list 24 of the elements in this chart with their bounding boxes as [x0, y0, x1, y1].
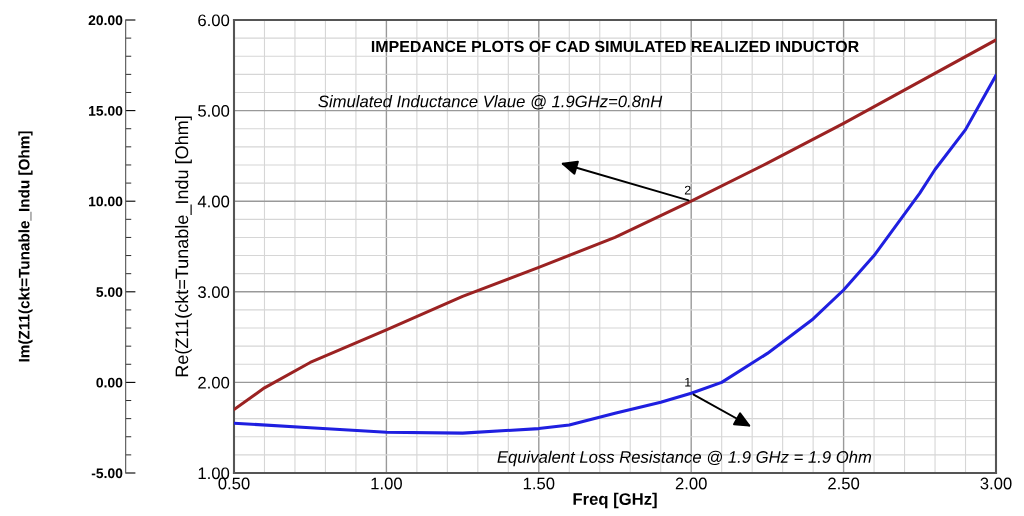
y2-tick-label: 5.00 [96, 287, 123, 297]
y2-tick-label: 20.00 [88, 15, 123, 26]
x-tick-label: 1.50 [523, 477, 555, 490]
y-tick-label: 3.00 [198, 286, 230, 298]
text: IMPEDANCE PLOTS OF CAD SIMULATED REALIZED INDUCTOR [371, 40, 859, 53]
x-tick-label: 2.00 [675, 477, 707, 490]
annotation: Simulated Inductance Vlaue @ 1.9GHz=0.8nH [318, 95, 663, 110]
annotation: 1 [685, 377, 691, 387]
x-tick-label: 3.00 [980, 477, 1012, 490]
x-tick-label: 1.00 [371, 477, 402, 490]
y2-tick-label: 0.00 [96, 377, 123, 388]
y-tick-label: 5.00 [198, 105, 230, 117]
y2-tick-label: 10.00 [89, 196, 123, 207]
y2-axis-title: Im(Z11(ckt=Tunable_Indu [Ohm] [18, 131, 33, 362]
y-tick-label: 4.00 [197, 195, 230, 208]
y2-tick-label: -5.00 [91, 468, 123, 479]
annotation: Equivalent Loss Resistance @ 1.9 GHz = 1.9 Ohm [497, 450, 872, 467]
y2-tick-label: 15.00 [89, 105, 123, 116]
y-axis-title: Re(Z11(ckt=Tunable_Indu [Ohm] [175, 116, 192, 377]
y-tick-label: 2.00 [198, 376, 230, 389]
x-axis-title: Freq [GHz] [573, 492, 657, 509]
y-tick-label: 6.00 [198, 14, 230, 27]
x-tick-label: 2.50 [828, 477, 860, 490]
annotation: 2 [684, 185, 691, 195]
